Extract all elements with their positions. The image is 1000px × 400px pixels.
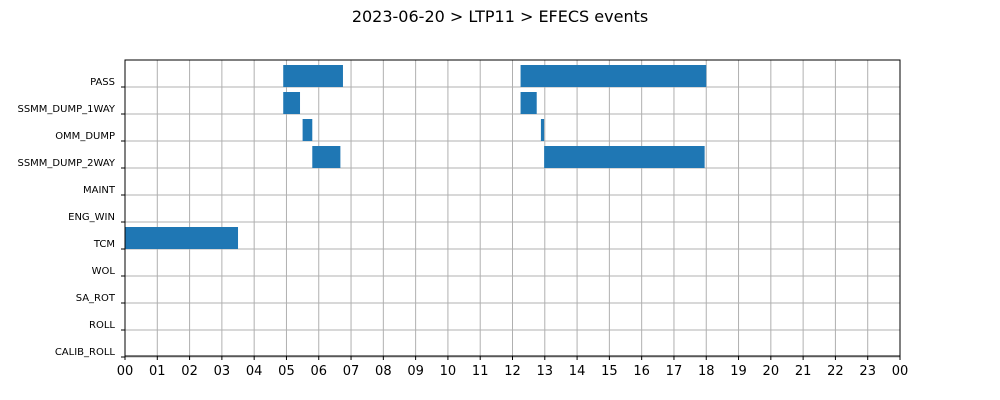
x-tick-label: 18 bbox=[698, 364, 715, 379]
x-tick-label: 19 bbox=[730, 364, 747, 379]
x-tick-label: 05 bbox=[278, 364, 295, 379]
y-tick-label: OMM_DUMP bbox=[55, 131, 115, 142]
event-bar bbox=[283, 92, 301, 114]
x-tick-label: 13 bbox=[537, 364, 554, 379]
y-tick-label: SSMM_DUMP_2WAY bbox=[17, 158, 115, 169]
x-tick-label: 04 bbox=[246, 364, 263, 379]
x-tick-label: 12 bbox=[504, 364, 521, 379]
grid-lines bbox=[124, 60, 901, 358]
y-tick-label: ROLL bbox=[89, 320, 115, 331]
x-tick-label: 06 bbox=[310, 364, 327, 379]
event-bar bbox=[302, 119, 313, 141]
x-tick-label: 01 bbox=[149, 364, 166, 379]
y-tick-label: PASS bbox=[90, 77, 115, 88]
x-tick-label: 07 bbox=[343, 364, 360, 379]
y-tick-label: WOL bbox=[92, 266, 116, 277]
x-tick-label: 15 bbox=[601, 364, 618, 379]
event-bar bbox=[540, 119, 545, 141]
y-tick-label: TCM bbox=[93, 239, 115, 250]
y-tick-label: MAINT bbox=[83, 185, 116, 196]
chart-title: 2023-06-20 > LTP11 > EFECS events bbox=[352, 7, 648, 26]
x-tick-label: 16 bbox=[633, 364, 650, 379]
y-axis: PASS SSMM_DUMP_1WAY OMM_DUMP SSMM_DUMP_2WAY… bbox=[17, 77, 125, 358]
event-bar bbox=[520, 92, 537, 114]
event-bar bbox=[125, 227, 239, 249]
x-tick-label: 00 bbox=[892, 364, 909, 379]
event-bar bbox=[283, 65, 343, 87]
x-tick-label: 00 bbox=[117, 364, 134, 379]
y-tick-label: CALIB_ROLL bbox=[55, 347, 116, 358]
x-tick-label: 11 bbox=[472, 364, 489, 379]
x-tick-label: 03 bbox=[214, 364, 231, 379]
y-tick-label: ENG_WIN bbox=[68, 212, 115, 223]
event-bar bbox=[312, 146, 341, 168]
x-tick-label: 14 bbox=[569, 364, 586, 379]
x-tick-label: 02 bbox=[181, 364, 198, 379]
x-tick-label: 09 bbox=[407, 364, 424, 379]
y-tick-label: SA_ROT bbox=[76, 293, 116, 304]
x-tick-label: 17 bbox=[666, 364, 683, 379]
x-tick-label: 08 bbox=[375, 364, 392, 379]
event-bar bbox=[520, 65, 707, 87]
x-tick-label: 23 bbox=[859, 364, 876, 379]
x-axis: 00 01 02 03 04 05 06 07 08 09 10 11 12 13 14 15 16 17 18 19… bbox=[117, 356, 909, 379]
x-tick-label: 10 bbox=[440, 364, 457, 379]
x-tick-label: 22 bbox=[827, 364, 844, 379]
y-tick-label: SSMM_DUMP_1WAY bbox=[17, 104, 115, 115]
x-tick-label: 21 bbox=[795, 364, 812, 379]
event-bar bbox=[544, 146, 705, 168]
event-bars bbox=[125, 65, 707, 249]
x-tick-label: 20 bbox=[763, 364, 780, 379]
